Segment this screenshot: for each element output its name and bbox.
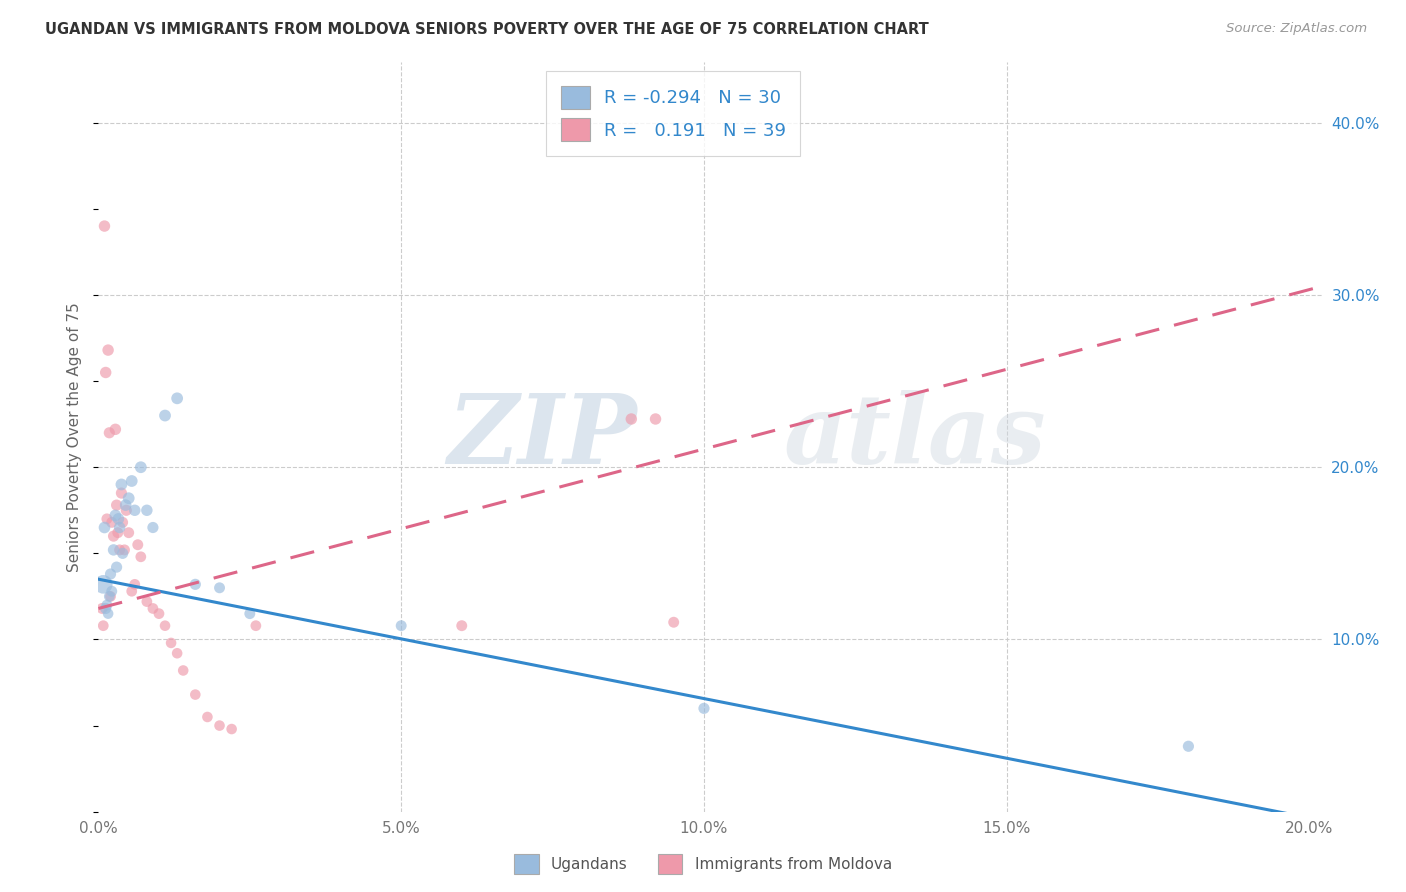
- Point: [93, 520, 115, 534]
- Point: [389, 618, 412, 632]
- Point: [135, 503, 157, 517]
- Point: [108, 542, 131, 557]
- Point: [166, 646, 188, 660]
- Point: [98, 590, 121, 604]
- Point: [100, 584, 122, 599]
- Point: [104, 422, 127, 436]
- Point: [118, 491, 141, 506]
- Point: [100, 516, 122, 530]
- Point: [153, 409, 176, 423]
- Point: [221, 722, 243, 736]
- Point: [239, 607, 262, 621]
- Point: [91, 577, 114, 591]
- Point: [103, 529, 125, 543]
- Point: [693, 701, 716, 715]
- Point: [197, 710, 219, 724]
- Point: [105, 560, 128, 574]
- Text: UGANDAN VS IMMIGRANTS FROM MOLDOVA SENIORS POVERTY OVER THE AGE OF 75 CORRELATIO: UGANDAN VS IMMIGRANTS FROM MOLDOVA SENIO…: [45, 22, 929, 37]
- Text: Source: ZipAtlas.com: Source: ZipAtlas.com: [1226, 22, 1367, 36]
- Point: [148, 607, 170, 621]
- Point: [127, 538, 149, 552]
- Point: [184, 688, 207, 702]
- Legend: Ugandans, Immigrants from Moldova: Ugandans, Immigrants from Moldova: [508, 848, 898, 880]
- Point: [118, 525, 141, 540]
- Point: [107, 525, 129, 540]
- Point: [97, 343, 120, 357]
- Text: atlas: atlas: [783, 390, 1046, 484]
- Point: [184, 577, 207, 591]
- Point: [620, 412, 643, 426]
- Point: [93, 219, 115, 233]
- Point: [98, 425, 121, 440]
- Point: [111, 546, 134, 560]
- Point: [172, 664, 194, 678]
- Point: [129, 549, 152, 564]
- Point: [96, 512, 118, 526]
- Point: [104, 508, 127, 523]
- Point: [91, 601, 114, 615]
- Point: [450, 618, 472, 632]
- Point: [103, 542, 125, 557]
- Point: [100, 567, 122, 582]
- Point: [662, 615, 685, 630]
- Point: [129, 460, 152, 475]
- Point: [94, 366, 117, 380]
- Point: [142, 601, 165, 615]
- Point: [142, 520, 165, 534]
- Point: [124, 577, 146, 591]
- Point: [111, 516, 134, 530]
- Point: [114, 498, 136, 512]
- Point: [115, 503, 138, 517]
- Point: [124, 503, 146, 517]
- Point: [160, 636, 183, 650]
- Point: [208, 581, 231, 595]
- Y-axis label: Seniors Poverty Over the Age of 75: Seniors Poverty Over the Age of 75: [67, 302, 83, 572]
- Point: [135, 594, 157, 608]
- Point: [208, 718, 231, 732]
- Text: ZIP: ZIP: [447, 390, 637, 484]
- Point: [96, 598, 118, 612]
- Point: [105, 498, 128, 512]
- Point: [166, 392, 188, 406]
- Point: [1177, 739, 1199, 754]
- Point: [114, 542, 136, 557]
- Point: [121, 584, 143, 599]
- Point: [108, 520, 131, 534]
- Point: [644, 412, 666, 426]
- Point: [100, 590, 122, 604]
- Point: [97, 607, 120, 621]
- Point: [121, 474, 143, 488]
- Point: [107, 512, 129, 526]
- Legend: R = -0.294   N = 30, R =   0.191   N = 39: R = -0.294 N = 30, R = 0.191 N = 39: [546, 71, 800, 156]
- Point: [153, 618, 176, 632]
- Point: [245, 618, 267, 632]
- Point: [110, 486, 132, 500]
- Point: [110, 477, 132, 491]
- Point: [94, 601, 117, 615]
- Point: [91, 618, 114, 632]
